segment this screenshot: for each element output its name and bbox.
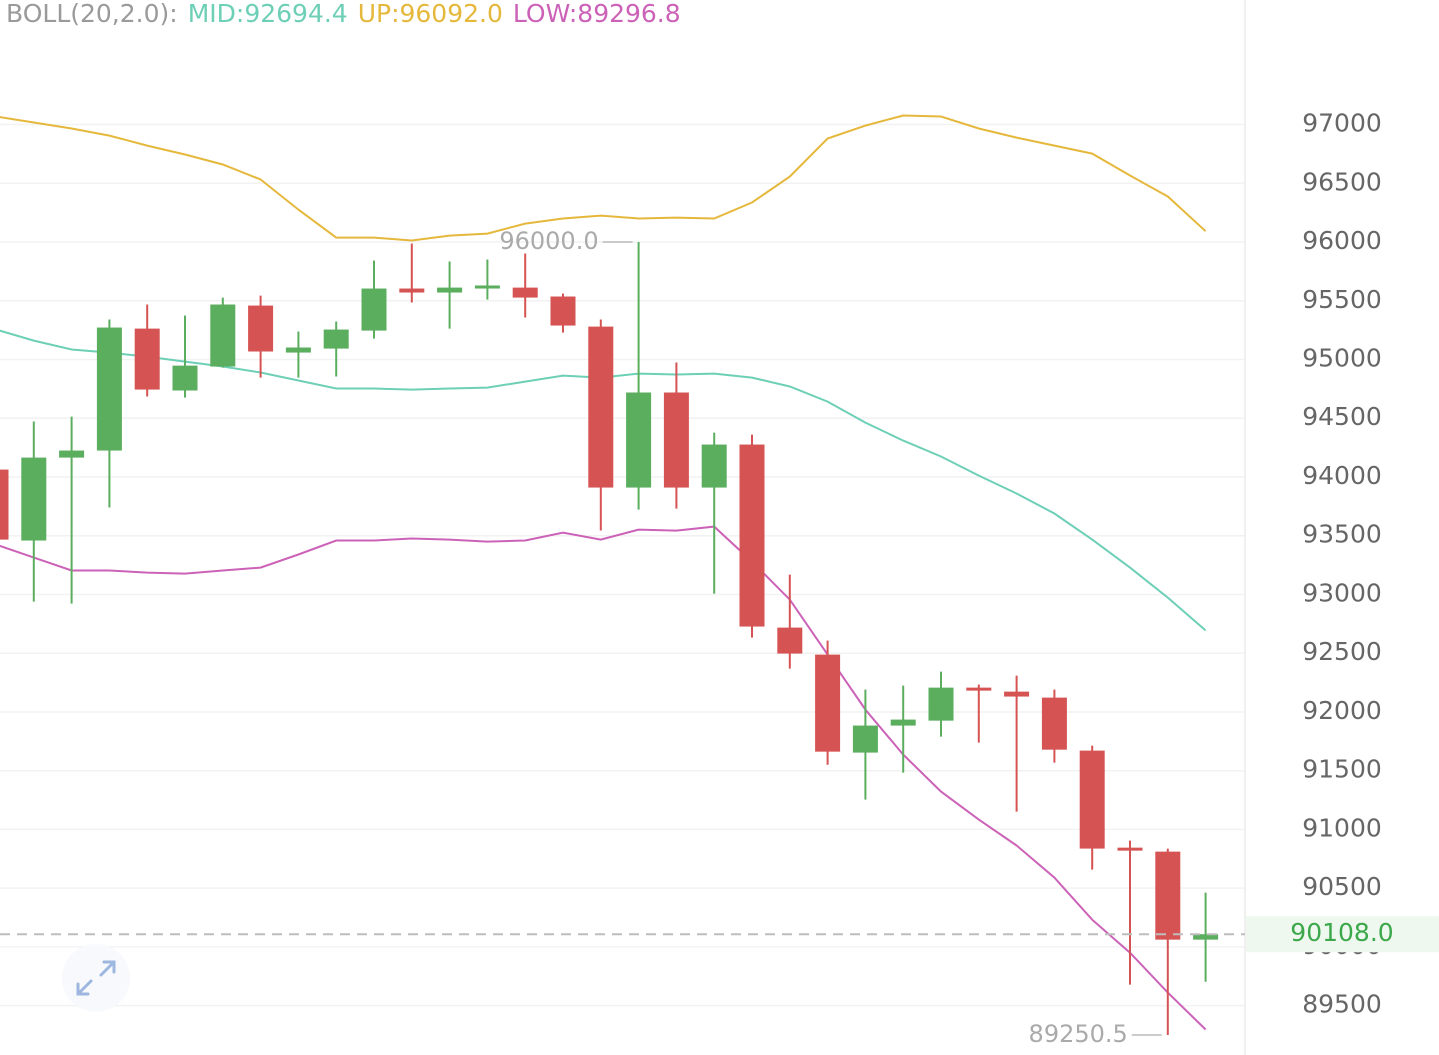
- candle-body: [1004, 691, 1030, 697]
- candle-body: [134, 328, 160, 390]
- legend-entry: UP:96092.0: [358, 0, 503, 28]
- current-price-label: 90108.0: [1290, 918, 1393, 947]
- overlay: 8950090000905009100091500920009250093000…: [0, 109, 1439, 1048]
- expand-icon[interactable]: [76, 960, 116, 996]
- candle-body: [21, 457, 47, 541]
- y-tick-label: 90500: [1302, 872, 1382, 901]
- y-tick-label: 96000: [1302, 226, 1382, 255]
- candle-body: [361, 288, 387, 331]
- boll-line: [0, 114, 1207, 242]
- candle-body: [739, 444, 765, 627]
- y-tick-label: 91000: [1302, 813, 1382, 842]
- y-tick-label: 91500: [1302, 755, 1382, 784]
- indicator-label: BOLL(20,2.0):: [6, 0, 178, 28]
- legend: BOLL(20,2.0): MID:92694.4 UP:96092.0 LOW:89…: [6, 0, 681, 28]
- candle-body: [96, 327, 122, 451]
- candle-body: [172, 365, 198, 391]
- candle-body: [890, 719, 916, 726]
- annotation-label: 96000.0: [499, 227, 598, 255]
- candle-body: [815, 654, 841, 752]
- candle-body: [701, 444, 727, 488]
- y-tick-label: 95500: [1302, 285, 1382, 314]
- candle-body: [550, 296, 576, 326]
- candle-body: [852, 725, 878, 753]
- current-price-bg: [1246, 916, 1439, 953]
- annotation-label: 89250.5: [1029, 1020, 1128, 1048]
- expand-button[interactable]: [62, 944, 130, 1012]
- candle-body: [512, 287, 538, 298]
- expand-bg[interactable]: [62, 944, 130, 1012]
- candle-body: [1079, 750, 1105, 849]
- candle-body: [1155, 851, 1181, 940]
- y-tick-label: 94000: [1302, 461, 1382, 490]
- candle-body: [59, 450, 85, 458]
- candle-body: [588, 326, 614, 488]
- legend-entry: MID:92694.4: [188, 0, 348, 28]
- grid: [0, 123, 1245, 1007]
- candle-body: [1193, 934, 1219, 940]
- y-tick-label: 93000: [1302, 578, 1382, 607]
- candle-body: [210, 304, 236, 367]
- candle-body: [248, 305, 274, 352]
- y-tick-label: 97000: [1302, 109, 1382, 138]
- candle-body: [285, 347, 311, 353]
- candle-body: [437, 287, 463, 293]
- y-tick-label: 95000: [1302, 343, 1382, 372]
- y-tick-label: 96500: [1302, 167, 1382, 196]
- y-tick-label: 94500: [1302, 402, 1382, 431]
- y-tick-label: 93500: [1302, 520, 1382, 549]
- candle-body: [663, 392, 689, 488]
- indicator-lines: [0, 114, 1207, 1031]
- candles: [0, 242, 1219, 1035]
- candle-body: [777, 627, 803, 654]
- y-tick-label: 92500: [1302, 637, 1382, 666]
- y-tick-label: 89500: [1302, 990, 1382, 1019]
- legend-entry: LOW:89296.8: [513, 0, 681, 28]
- candle-body: [966, 687, 992, 691]
- candle-body: [928, 687, 954, 721]
- candle-body: [399, 288, 425, 293]
- boll-line: [0, 525, 1207, 1031]
- candle-body: [1041, 697, 1067, 750]
- candle-body: [626, 392, 652, 488]
- candle-body: [474, 285, 500, 289]
- candle-body: [1117, 847, 1143, 851]
- candle-body: [0, 469, 9, 540]
- candle-body: [323, 329, 349, 349]
- y-tick-label: 92000: [1302, 696, 1382, 725]
